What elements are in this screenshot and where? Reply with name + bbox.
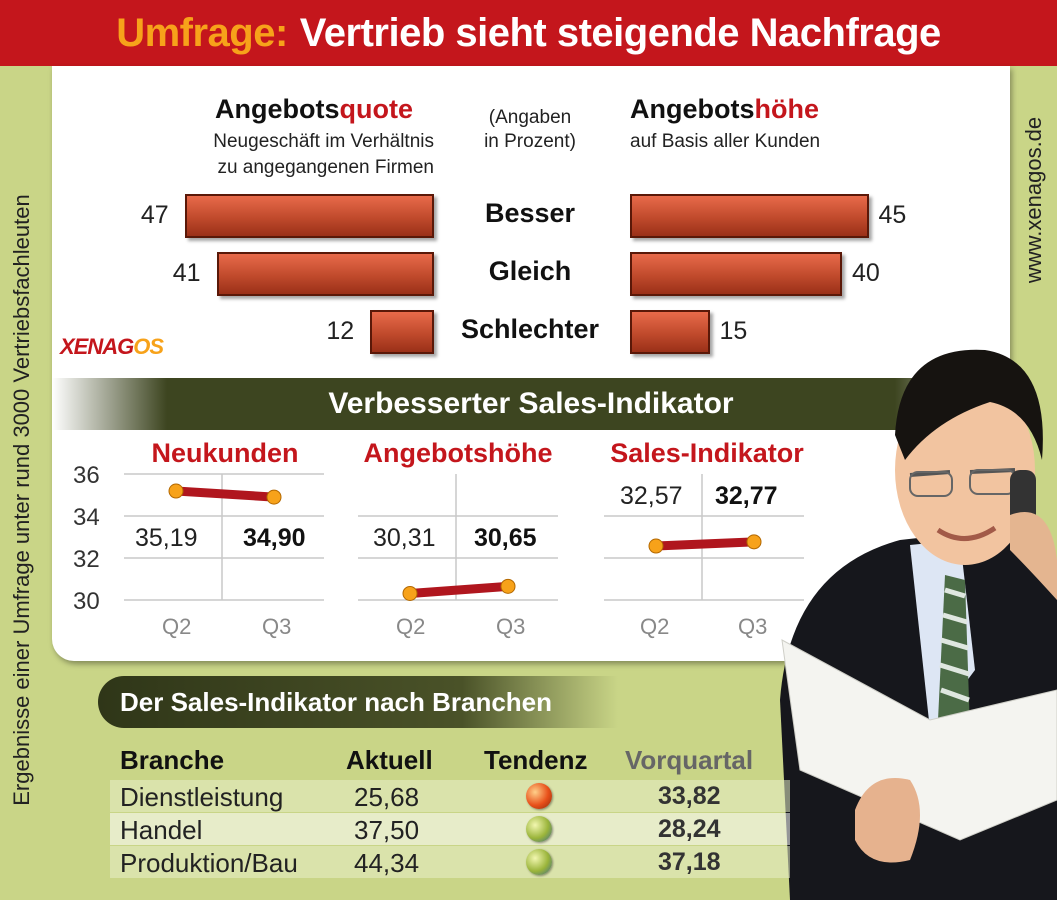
x-tick-label: Q3 bbox=[496, 614, 526, 639]
category-label: Gleich bbox=[488, 256, 572, 286]
x-tick-label: Q2 bbox=[396, 614, 426, 639]
businessman-photo bbox=[780, 349, 1057, 900]
left-title-part-2: quote bbox=[339, 94, 414, 124]
x-tick-label: Q3 bbox=[262, 614, 292, 639]
right-title-part-1: Angebots bbox=[630, 94, 755, 124]
bar-value-label: 40 bbox=[852, 259, 880, 287]
cell-aktuell: 44,34 bbox=[354, 848, 420, 878]
y-tick-label: 34 bbox=[73, 504, 100, 531]
category-label: Schlechter bbox=[460, 314, 600, 344]
bar-angebotsquote bbox=[370, 310, 434, 354]
value-label: 30,31 bbox=[373, 524, 436, 552]
table-row bbox=[110, 813, 790, 845]
data-point bbox=[648, 538, 664, 554]
cell-aktuell: 37,50 bbox=[354, 815, 420, 845]
right-bar-chart-title: Angebotshöhe bbox=[630, 94, 819, 125]
table-header-aktuell: Aktuell bbox=[346, 745, 433, 775]
bar-value-label: 47 bbox=[140, 201, 169, 229]
panel-title-angebotshoehe: Angebotshöhe bbox=[363, 438, 553, 468]
bar-angebotshoehe bbox=[630, 252, 842, 296]
cell-branche: Handel bbox=[120, 815, 203, 845]
unit-note-line-2: in Prozent) bbox=[484, 131, 576, 152]
y-tick-label: 30 bbox=[73, 588, 100, 615]
data-point bbox=[746, 534, 762, 550]
table-header-vorquartal: Vorquartal bbox=[625, 745, 754, 775]
branchen-banner: Der Sales-Indikator nach Branchen bbox=[98, 676, 618, 728]
table-row bbox=[110, 846, 790, 878]
unit-note-line-1: (Angaben bbox=[488, 107, 572, 128]
cell-vorquartal: 37,18 bbox=[658, 848, 721, 876]
data-point bbox=[168, 483, 184, 499]
bar-value-label: 15 bbox=[719, 317, 748, 345]
cell-aktuell: 25,68 bbox=[354, 782, 420, 812]
bar-value-label: 45 bbox=[878, 201, 907, 229]
data-point bbox=[402, 585, 418, 601]
series-line bbox=[405, 581, 513, 598]
table-header-branche: Branche bbox=[120, 745, 225, 775]
value-label: 32,57 bbox=[620, 482, 683, 510]
value-label: 34,90 bbox=[243, 524, 306, 552]
bar-angebotsquote bbox=[184, 194, 434, 238]
sales-indicator-banner: Verbesserter Sales-Indikator bbox=[52, 378, 1010, 430]
title-prefix: Umfrage: bbox=[116, 10, 288, 55]
right-title-part-2: höhe bbox=[754, 94, 820, 124]
x-tick-label: Q3 bbox=[738, 614, 768, 639]
bar-angebotshoehe bbox=[630, 194, 869, 238]
bar-value-label: 41 bbox=[172, 259, 201, 287]
category-label: Besser bbox=[484, 198, 576, 228]
trend-down-icon bbox=[526, 783, 552, 809]
panel-title-sales-indikator: Sales-Indikator bbox=[610, 438, 804, 468]
data-point bbox=[266, 489, 282, 505]
trend-up-icon bbox=[526, 849, 552, 875]
cell-vorquartal: 33,82 bbox=[658, 782, 721, 810]
series-line bbox=[651, 537, 759, 551]
x-tick-label: Q2 bbox=[162, 614, 192, 639]
logo-main: XENAG bbox=[60, 334, 134, 359]
line-charts bbox=[124, 473, 804, 601]
value-label: 35,19 bbox=[135, 524, 198, 552]
value-label: 32,77 bbox=[715, 482, 778, 510]
xenagos-logo: XENAGOS bbox=[60, 334, 164, 360]
bar-angebotshoehe bbox=[630, 310, 710, 354]
y-tick-label: 32 bbox=[73, 546, 100, 573]
panel-title-neukunden: Neukunden bbox=[151, 438, 299, 468]
bar-angebotsquote bbox=[216, 252, 434, 296]
bar-value-label: 12 bbox=[326, 317, 355, 345]
title-main: Vertrieb sieht steigende Nachfrage bbox=[299, 10, 942, 55]
logo-accent: OS bbox=[133, 334, 164, 359]
title-bar: Umfrage: Vertrieb sieht steigende Nachfr… bbox=[0, 0, 1057, 66]
charts-panel bbox=[52, 66, 1010, 661]
left-subtitle-line-2: zu angegangenen Firmen bbox=[217, 157, 434, 178]
x-tick-label: Q2 bbox=[640, 614, 670, 639]
y-tick-label: 36 bbox=[73, 462, 100, 489]
series-line bbox=[171, 486, 279, 502]
right-subtitle: auf Basis aller Kunden bbox=[630, 131, 821, 152]
table-row bbox=[110, 780, 790, 812]
left-title-part-1: Angebots bbox=[215, 94, 340, 124]
data-point bbox=[500, 578, 516, 594]
cell-vorquartal: 28,24 bbox=[658, 815, 721, 843]
table-header-tendenz: Tendenz bbox=[484, 745, 588, 775]
left-bar-chart-title: Angebotsquote bbox=[215, 94, 413, 125]
left-subtitle-line-1: Neugeschäft im Verhältnis bbox=[213, 131, 434, 152]
bar-charts: Besser Gleich Schlechter 47 41 12 45 40 15 bbox=[0, 0, 1057, 380]
cell-branche: Produktion/Bau bbox=[120, 848, 298, 878]
value-label: 30,65 bbox=[474, 524, 537, 552]
trend-up-icon bbox=[526, 816, 552, 842]
cell-branche: Dienstleistung bbox=[120, 782, 284, 812]
